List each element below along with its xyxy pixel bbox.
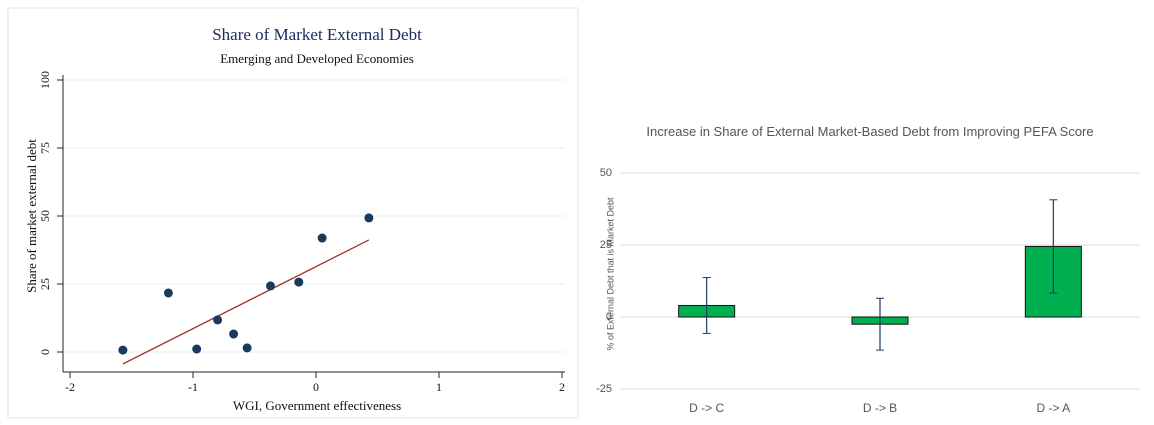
y-axis-title: Share of market external debt <box>24 139 39 293</box>
x-tick-label: D -> B <box>863 401 897 415</box>
y-tick-label: 50 <box>38 210 52 222</box>
point <box>192 344 202 354</box>
y-tick-label: 0 <box>606 311 612 323</box>
point <box>265 281 275 291</box>
point <box>229 329 239 339</box>
point <box>118 345 128 355</box>
point <box>364 213 374 223</box>
x-tick-label: 1 <box>436 380 442 394</box>
chart-title: Share of Market External Debt <box>212 25 422 44</box>
point <box>294 277 304 287</box>
y-tick-label: 75 <box>38 142 52 154</box>
point <box>163 288 173 298</box>
point <box>317 233 327 243</box>
y-tick-label: 25 <box>38 278 52 290</box>
x-axis-title: WGI, Government effectiveness <box>233 398 401 413</box>
y-tick-label: 25 <box>600 239 612 251</box>
x-tick-label: D -> A <box>1036 401 1070 415</box>
y-axis-title: % of External Debt that is Market Debt <box>605 197 615 351</box>
x-tick-label: 2 <box>559 380 565 394</box>
y-tick-label: 100 <box>38 71 52 89</box>
x-tick-label: 0 <box>313 380 319 394</box>
chart-subtitle: Emerging and Developed Economies <box>220 51 414 66</box>
x-tick-label: -1 <box>188 380 198 394</box>
point <box>242 343 252 353</box>
y-tick-label: -25 <box>596 383 612 395</box>
point <box>213 315 223 325</box>
y-tick-label: 0 <box>38 349 52 355</box>
x-tick-label: -2 <box>65 380 75 394</box>
chart-title: Increase in Share of External Market-Bas… <box>646 124 1094 139</box>
x-tick-label: D -> C <box>689 401 724 415</box>
y-tick-label: 50 <box>600 167 612 179</box>
panel-frame <box>7 7 579 419</box>
fit-line <box>122 239 370 365</box>
